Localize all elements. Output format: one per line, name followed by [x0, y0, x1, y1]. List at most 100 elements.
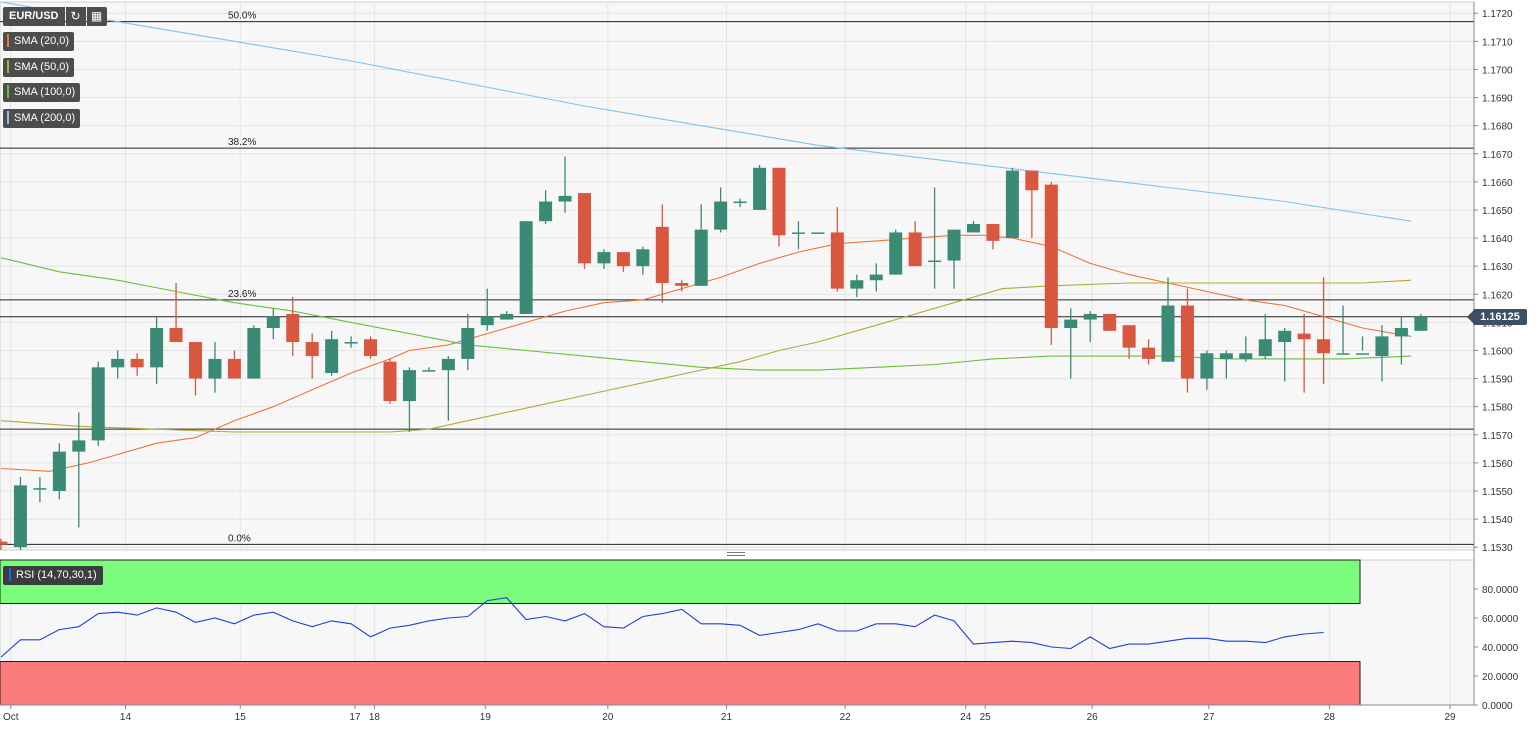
- candle-body: [266, 316, 280, 328]
- sma20-swatch: [7, 33, 9, 47]
- candle-body: [130, 358, 144, 368]
- candle-body: [694, 229, 708, 286]
- candle-body: [967, 224, 980, 233]
- sma-line: [0, 279, 1412, 433]
- candle-body: [1414, 316, 1428, 331]
- time-axis-label: 20: [602, 712, 614, 723]
- rsi-legend[interactable]: RSI (14,70,30,1): [3, 566, 103, 585]
- time-axis-label: 27: [1203, 712, 1215, 723]
- candle-body: [422, 370, 436, 372]
- candle-body: [91, 367, 105, 441]
- sma50-legend[interactable]: SMA (50,0): [3, 58, 75, 77]
- rsi-label: RSI (14,70,30,1): [16, 569, 97, 581]
- candle-body: [850, 280, 864, 289]
- candle-body: [500, 313, 514, 320]
- time-axis-label: Oct: [3, 712, 19, 723]
- candle-body: [441, 358, 455, 371]
- calendar-icon[interactable]: ▦: [86, 7, 107, 26]
- time-axis-label: 29: [1444, 712, 1456, 723]
- rsi-axis-label: 0.0000: [1482, 701, 1513, 712]
- candle-body: [597, 252, 611, 264]
- price-axis-label: 1.1640: [1482, 234, 1513, 245]
- time-axis-label: 26: [1087, 712, 1099, 723]
- candle-body: [305, 342, 319, 357]
- refresh-icon[interactable]: ↻: [65, 7, 86, 26]
- candle-body: [1025, 170, 1039, 191]
- sma100-label: SMA (100,0): [14, 86, 76, 98]
- candle-body: [636, 249, 650, 267]
- candle-body: [830, 232, 844, 289]
- candle-body: [227, 358, 241, 379]
- sma200-legend[interactable]: SMA (200,0): [3, 109, 81, 128]
- candle-body: [461, 327, 475, 359]
- fib-level-label: 0.0%: [228, 533, 251, 544]
- symbol-toolbar: EUR/USD ↻ ▦: [3, 7, 107, 26]
- candle-body: [247, 327, 261, 379]
- candle-body: [578, 193, 591, 264]
- candle-body: [13, 485, 27, 548]
- candle-body: [1336, 353, 1350, 355]
- candle-body: [33, 488, 47, 490]
- price-axis-label: 1.1580: [1482, 403, 1513, 414]
- candle-body: [733, 201, 747, 204]
- time-axis-label: 28: [1324, 712, 1336, 723]
- price-axis-label: 1.1670: [1482, 150, 1513, 161]
- price-axis-label: 1.1700: [1482, 65, 1513, 76]
- candle-body: [1394, 327, 1408, 337]
- time-axis-label: 25: [980, 712, 992, 723]
- candle-body: [169, 327, 183, 343]
- candle-body: [480, 316, 494, 326]
- sma50-swatch: [7, 59, 9, 73]
- time-axis-label: 19: [480, 712, 492, 723]
- rsi-line: [0, 597, 1324, 658]
- candle-body: [383, 361, 397, 402]
- candle-body: [1239, 353, 1253, 359]
- candle-body: [1297, 333, 1311, 340]
- rsi-axis-label: 80.0000: [1482, 585, 1519, 596]
- candle-body: [616, 252, 630, 267]
- candle-body: [402, 370, 416, 402]
- pane-resize-handle[interactable]: [727, 552, 745, 558]
- rsi-axis-label: 60.0000: [1482, 614, 1519, 625]
- sma20-legend[interactable]: SMA (20,0): [3, 32, 75, 51]
- candle-body: [655, 226, 669, 284]
- candle-body: [208, 358, 222, 379]
- time-axis-label: 21: [721, 712, 733, 723]
- fib-level-label: 23.6%: [228, 289, 256, 300]
- oversold-zone: [0, 661, 1361, 706]
- candle-body: [1317, 339, 1331, 354]
- candle-body: [558, 195, 572, 202]
- sma100-legend[interactable]: SMA (100,0): [3, 83, 81, 102]
- price-plot: [0, 2, 1428, 550]
- price-axis-label: 1.1550: [1482, 487, 1513, 498]
- price-axis-label: 1.1680: [1482, 122, 1513, 133]
- current-price-tag: 1.16125: [1467, 309, 1527, 325]
- candle-body: [1083, 313, 1097, 320]
- price-axis-label: 1.1540: [1482, 515, 1513, 526]
- sma200-label: SMA (200,0): [14, 112, 76, 124]
- candle-body: [52, 451, 66, 491]
- time-axis-label: 15: [235, 712, 247, 723]
- time-axis-label: 14: [120, 712, 132, 723]
- candle-body: [811, 232, 825, 234]
- symbol-label[interactable]: EUR/USD: [3, 7, 65, 26]
- candle-body: [772, 167, 786, 236]
- price-axis-label: 1.1650: [1482, 206, 1513, 217]
- price-axis-label: 1.1720: [1482, 9, 1513, 20]
- candle-body: [1064, 319, 1078, 328]
- price-axis-label: 1.1530: [1482, 543, 1513, 554]
- candle-body: [189, 342, 202, 379]
- candle-body: [908, 232, 922, 267]
- sma50-label: SMA (50,0): [14, 61, 70, 73]
- price-axis-label: 1.1590: [1482, 375, 1513, 386]
- price-axis-label: 1.1560: [1482, 459, 1513, 470]
- price-axis-label: 1.1620: [1482, 290, 1513, 301]
- sma20-label: SMA (20,0): [14, 35, 70, 47]
- candle-body: [519, 221, 533, 314]
- candle-body: [1219, 353, 1233, 359]
- price-axis-label: 1.1570: [1482, 431, 1513, 442]
- candle-body: [714, 201, 728, 230]
- candle-body: [928, 260, 942, 263]
- candle-body: [286, 313, 300, 343]
